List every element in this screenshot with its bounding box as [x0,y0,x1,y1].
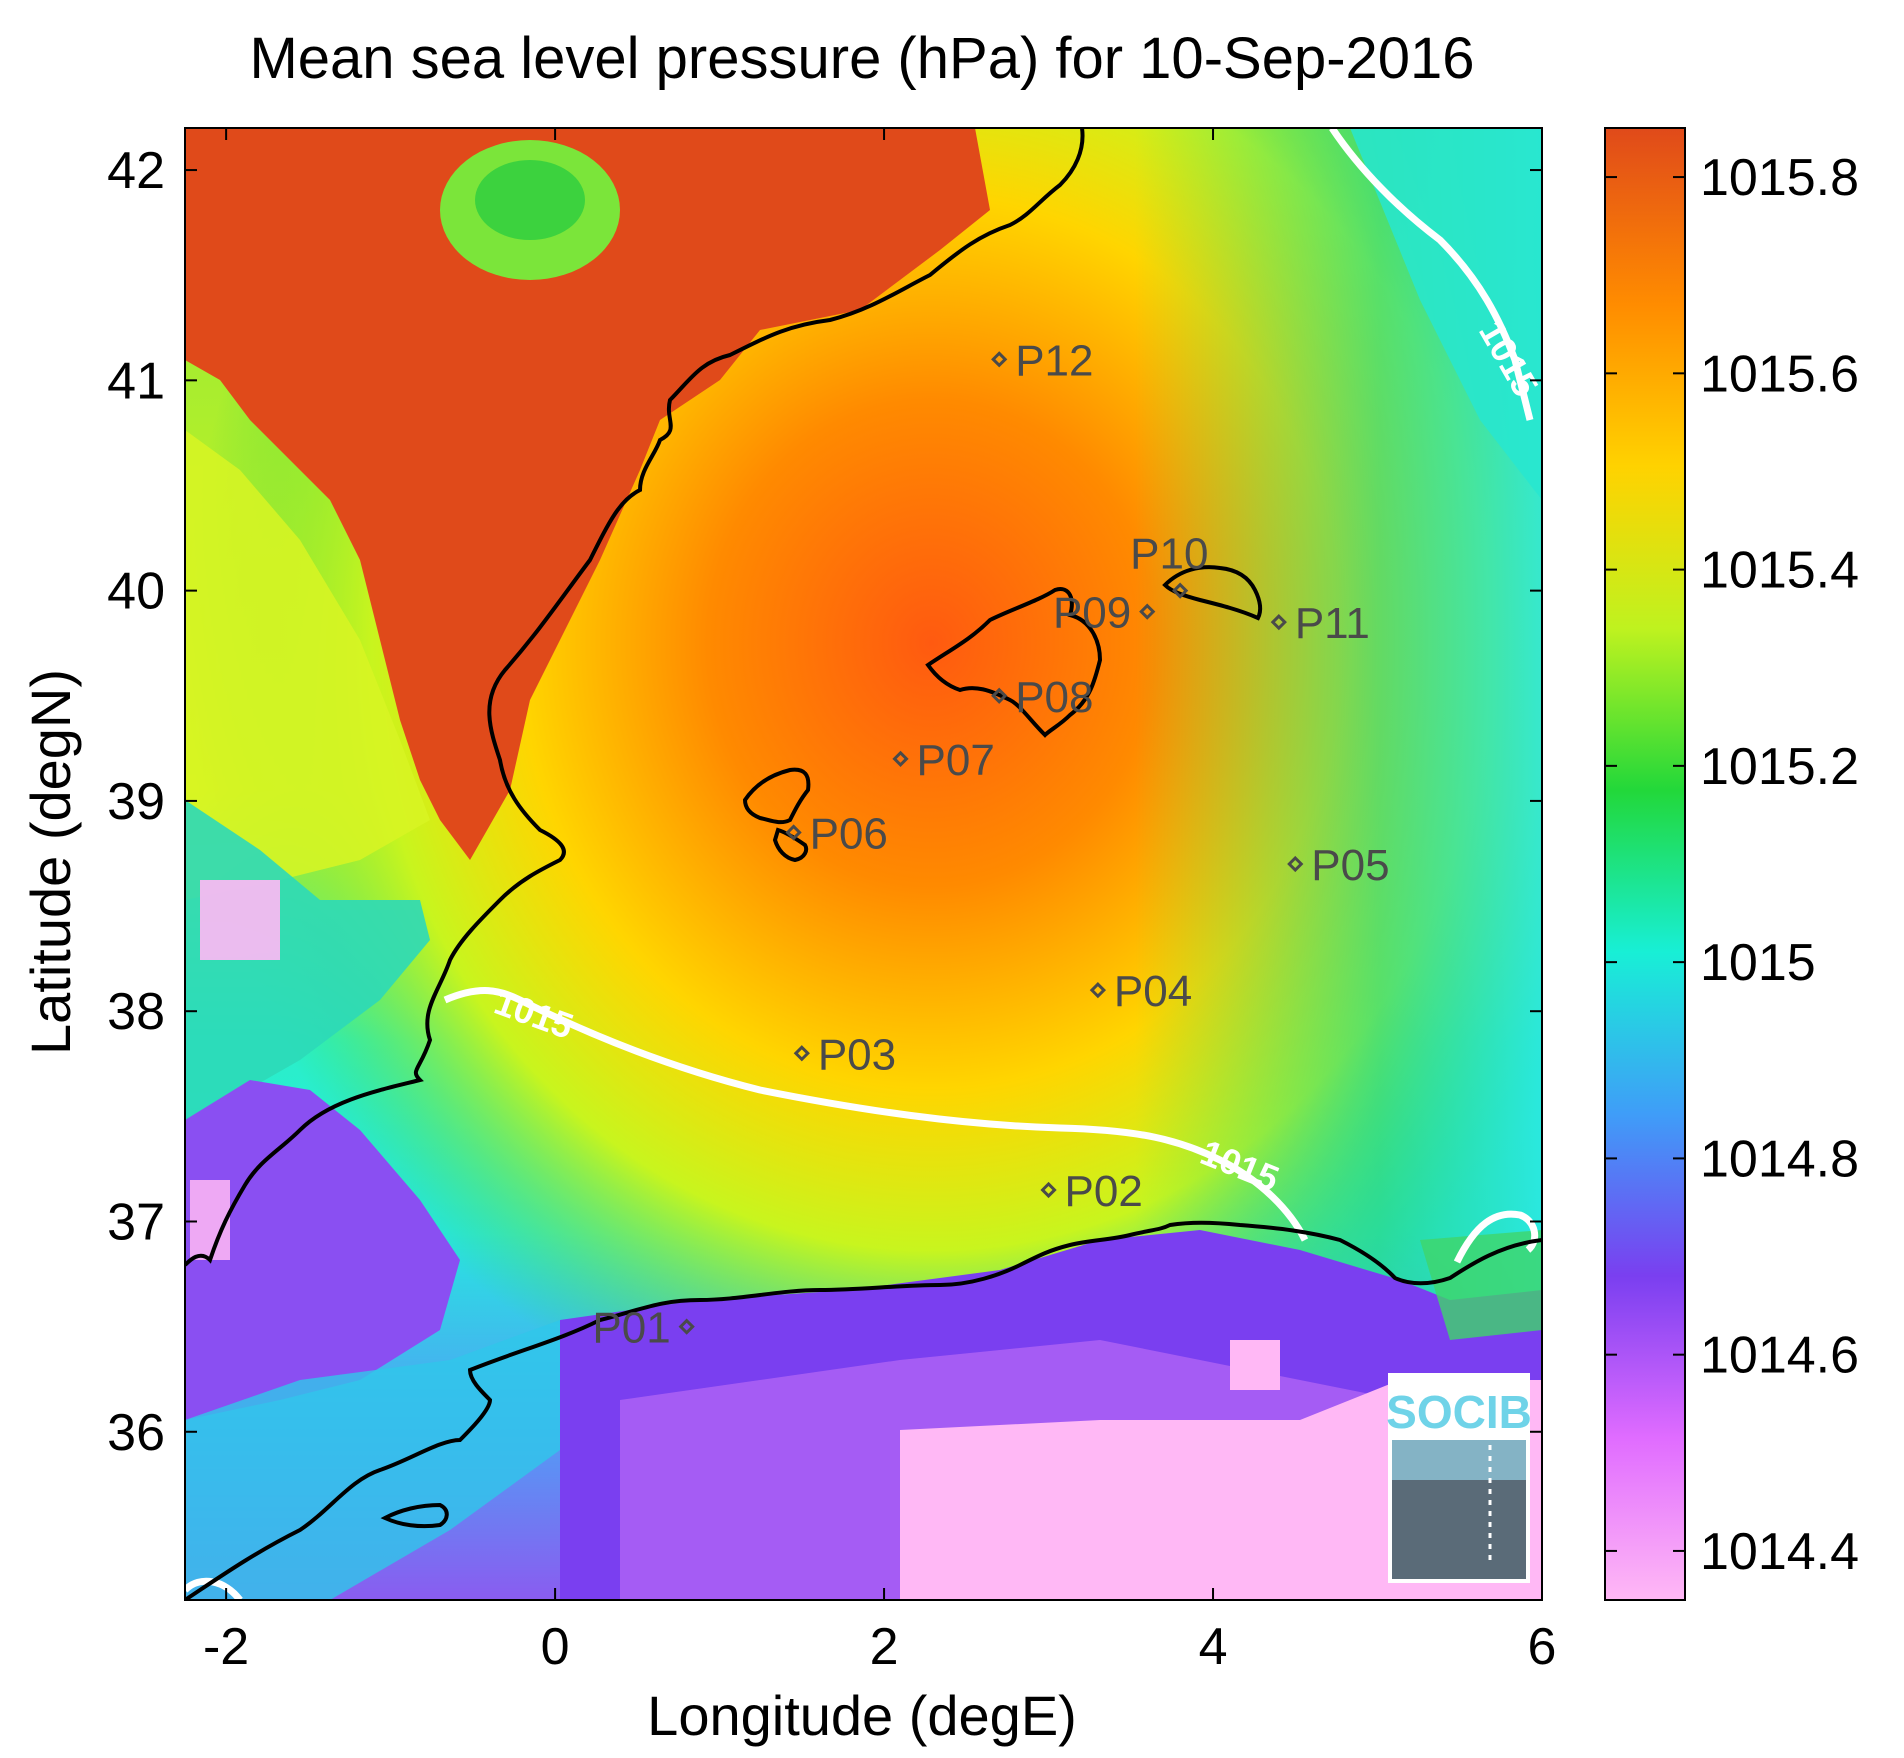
y-tick-label: 37 [107,1193,165,1251]
station-marker-p11 [1270,614,1287,631]
y-tick-label: 40 [107,563,165,621]
x-tick-label: 4 [1199,1618,1228,1676]
station-label-p09: P09 [1053,589,1131,638]
colorbar-tick-label: 1015.8 [1700,149,1859,207]
station-marker-p10 [1172,582,1189,599]
station-label-p07: P07 [917,736,995,785]
iberia-land-field [185,128,990,860]
station-label-p08: P08 [1015,673,1093,722]
colorbar-tick-label: 1014.4 [1700,1523,1859,1581]
contour-line-southeast [1453,1210,1539,1264]
alboran-island [380,1502,449,1529]
y-axis-label: Latitude (degN) [19,669,82,1055]
chart-title: Mean sea level pressure (hPa) for 10-Sep… [249,26,1474,91]
station-marker-p06 [785,824,802,841]
y-tick-label: 42 [107,142,165,200]
x-tick-label: 2 [870,1618,899,1676]
x-tick-label: 0 [541,1618,570,1676]
southwest-low-field [185,1080,460,1420]
y-tick-label: 41 [107,352,165,410]
colorbar-gradient [1604,127,1686,1601]
station-label-p02: P02 [1065,1167,1143,1216]
mallorca-coast [925,587,1103,738]
station-marker-p01 [678,1318,695,1335]
station-marker-p08 [991,687,1008,704]
y-tick-label: 36 [107,1404,165,1462]
y-tick-label: 39 [107,773,165,831]
station-marker-p04 [1089,982,1107,999]
coastline [185,128,1542,1600]
station-marker-p07 [892,750,909,767]
station-marker-p02 [1040,1181,1057,1199]
plot-frame [184,127,1543,1601]
x-tick-label: 6 [1528,1618,1557,1676]
station-marker-p09 [1139,603,1156,620]
y-axis: 42 41 40 39 38 37 36 [107,142,1542,1462]
station-label-p03: P03 [818,1030,896,1079]
colorbar-tick-label: 1014.6 [1700,1327,1859,1385]
contour-line-south [443,987,1309,1242]
station-label-p10: P10 [1130,530,1208,579]
menorca-coast [1162,565,1263,621]
station-label-p06: P06 [810,809,888,858]
colorbar-tick-label: 1015.6 [1700,345,1859,403]
station-marker-p12 [991,351,1008,368]
colorbar-tick-label: 1014.8 [1700,1130,1859,1188]
station-markers: P01 P02 P03 P04 P05 P06 P07 P08 P09 P10 P11 P12 [592,336,1389,1352]
station-label-p12: P12 [1015,336,1093,385]
north-africa-coast [185,1220,1542,1600]
station-label-p01: P01 [592,1304,670,1353]
colorbar-tick-label: 1015 [1700,934,1816,992]
station-label-p05: P05 [1311,841,1389,890]
colorbar-tick-label: 1015.4 [1700,542,1859,600]
station-label-p04: P04 [1114,967,1192,1016]
iberian-coast [185,128,1085,1267]
pressure-field [185,128,1542,1600]
station-marker-p03 [793,1045,810,1062]
x-axis-label: Longitude (degE) [647,1684,1077,1747]
y-tick-label: 38 [107,983,165,1041]
colorbar-tick-label: 1015.2 [1700,738,1859,796]
x-axis: -2 0 2 4 6 [203,128,1556,1676]
socib-logo-text: SOCIB [1386,1386,1532,1438]
socib-logo: SOCIB [1386,1373,1532,1583]
station-label-p11: P11 [1295,599,1370,648]
x-tick-label: -2 [203,1618,249,1676]
station-marker-p05 [1287,855,1304,873]
contour-line-northeast [1329,128,1534,421]
colorbar: 1015.8 1015.6 1015.4 1015.2 1015 1014.8 1014.6… [1604,127,1859,1601]
